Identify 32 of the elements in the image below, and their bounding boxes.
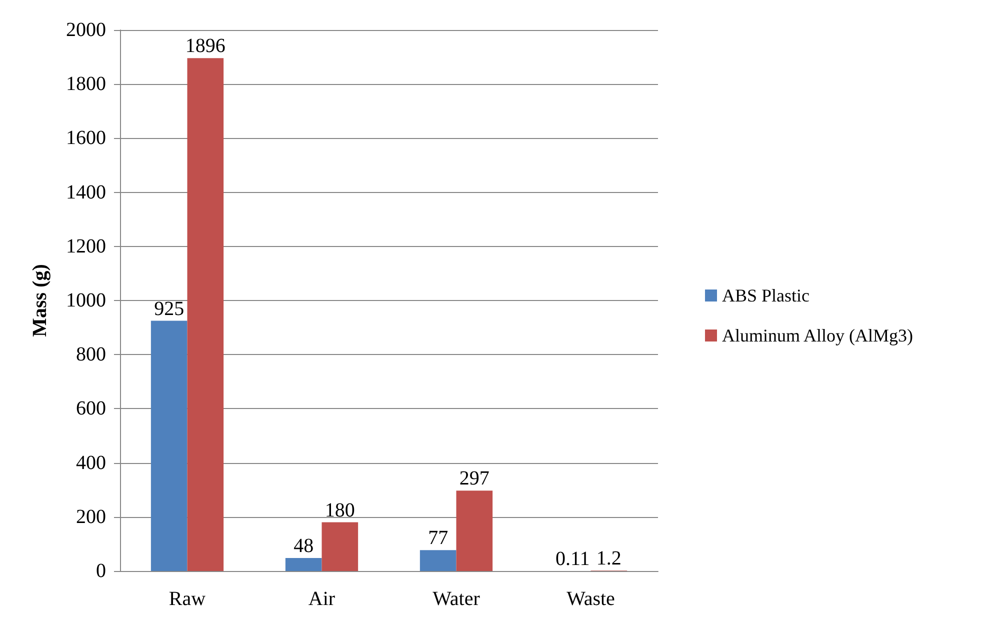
data-label: 0.11 <box>555 548 590 570</box>
y-tick-label: 200 <box>76 506 106 528</box>
y-tick-label: 800 <box>76 344 106 366</box>
bar <box>420 550 456 571</box>
x-tick-label: Raw <box>168 588 206 610</box>
y-tick-label: 1800 <box>66 73 106 96</box>
bar <box>322 522 358 571</box>
data-label: 77 <box>428 527 448 550</box>
bar <box>187 58 224 571</box>
x-tick-label: Waste <box>566 588 616 610</box>
data-label: 180 <box>324 499 355 522</box>
y-tick-label: 0 <box>96 560 106 582</box>
y-tick-label: 600 <box>76 398 106 420</box>
data-label: 925 <box>154 298 184 320</box>
x-tick-label: Air <box>308 588 336 610</box>
bar <box>285 558 322 571</box>
y-tick-label: 1000 <box>66 290 106 312</box>
bar <box>150 320 188 571</box>
data-label: 1.2 <box>596 548 622 570</box>
data-label: 297 <box>459 468 490 490</box>
y-tick-label: 400 <box>76 452 106 474</box>
y-tick-label: 1200 <box>66 235 106 258</box>
y-tick-label: 1600 <box>66 127 106 150</box>
data-label: 1896 <box>185 35 226 58</box>
bar <box>456 490 493 571</box>
y-tick-label: 2000 <box>66 19 106 41</box>
legend-label: Aluminum Alloy (AlMg3) <box>722 326 914 346</box>
x-tick-label: Water <box>432 588 480 610</box>
legend-label: ABS Plastic <box>722 286 810 306</box>
y-axis-title: Mass (g) <box>29 264 51 337</box>
data-label: 48 <box>294 535 314 558</box>
y-tick-label: 1400 <box>66 181 106 204</box>
